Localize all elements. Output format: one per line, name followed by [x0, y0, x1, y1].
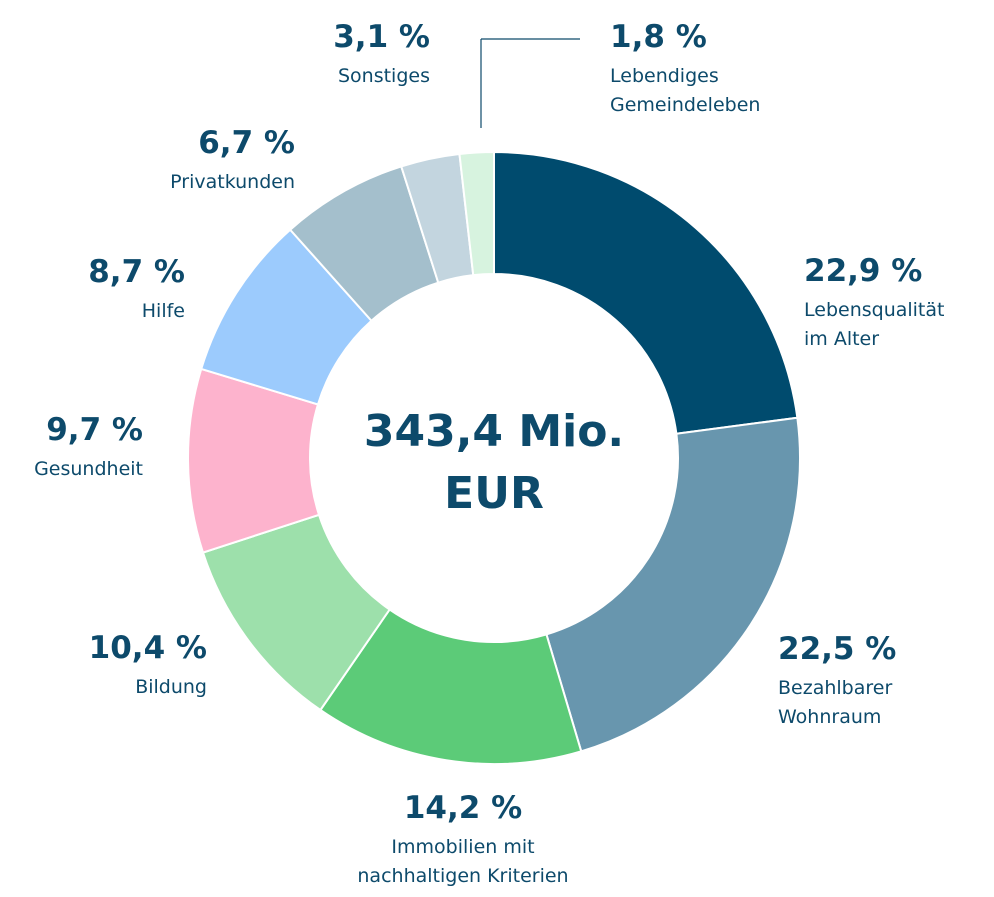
slice-0 — [493, 150, 799, 435]
slice-category-label-6-line-0: Privatkunden — [170, 171, 295, 193]
slice-category-label-7-line-0: Sonstiges — [338, 65, 430, 87]
slice-category-label-3-line-0: Bildung — [135, 676, 207, 698]
slice-category-label-0-line-1: im Alter — [804, 328, 879, 350]
slice-category-label-5-line-0: Hilfe — [142, 300, 185, 322]
slice-1 — [545, 416, 801, 753]
slice-value-label-0: 22,9 % — [804, 253, 922, 289]
slice-value-label-2: 14,2 % — [404, 790, 522, 826]
donut-slices — [187, 150, 801, 765]
slice-labels: 22,9 % Lebensqualität im Alter 22,5 % Bezahl… — [34, 19, 944, 887]
slice-category-label-2-line-1: nachhaltigen Kriterien — [357, 865, 568, 887]
slice-8 — [458, 150, 495, 277]
slice-value-label-6: 6,7 % — [198, 125, 295, 161]
slice-category-label-8-line-0: Lebendiges — [610, 65, 719, 87]
center-label-line-1: 343,4 Mio. — [364, 406, 624, 457]
slice-category-label-0-line-0: Lebensqualität — [804, 299, 944, 321]
slice-category-label-1-line-0: Bezahlbarer — [778, 677, 892, 699]
slice-category-label-1-line-1: Wohnraum — [778, 706, 881, 728]
center-label-line-2: EUR — [444, 468, 544, 519]
slice-value-label-8: 1,8 % — [610, 19, 707, 55]
slice-value-label-4: 9,7 % — [46, 412, 143, 448]
slice-value-label-5: 8,7 % — [88, 254, 185, 290]
slice-category-label-4-line-0: Gesundheit — [34, 458, 143, 480]
slice-value-label-1: 22,5 % — [778, 631, 896, 667]
slice-value-label-3: 10,4 % — [89, 630, 207, 666]
slice-category-label-8-line-1: Gemeindeleben — [610, 94, 760, 116]
slice-category-label-2-line-0: Immobilien mit — [391, 836, 534, 858]
slice-value-label-7: 3,1 % — [333, 19, 430, 55]
